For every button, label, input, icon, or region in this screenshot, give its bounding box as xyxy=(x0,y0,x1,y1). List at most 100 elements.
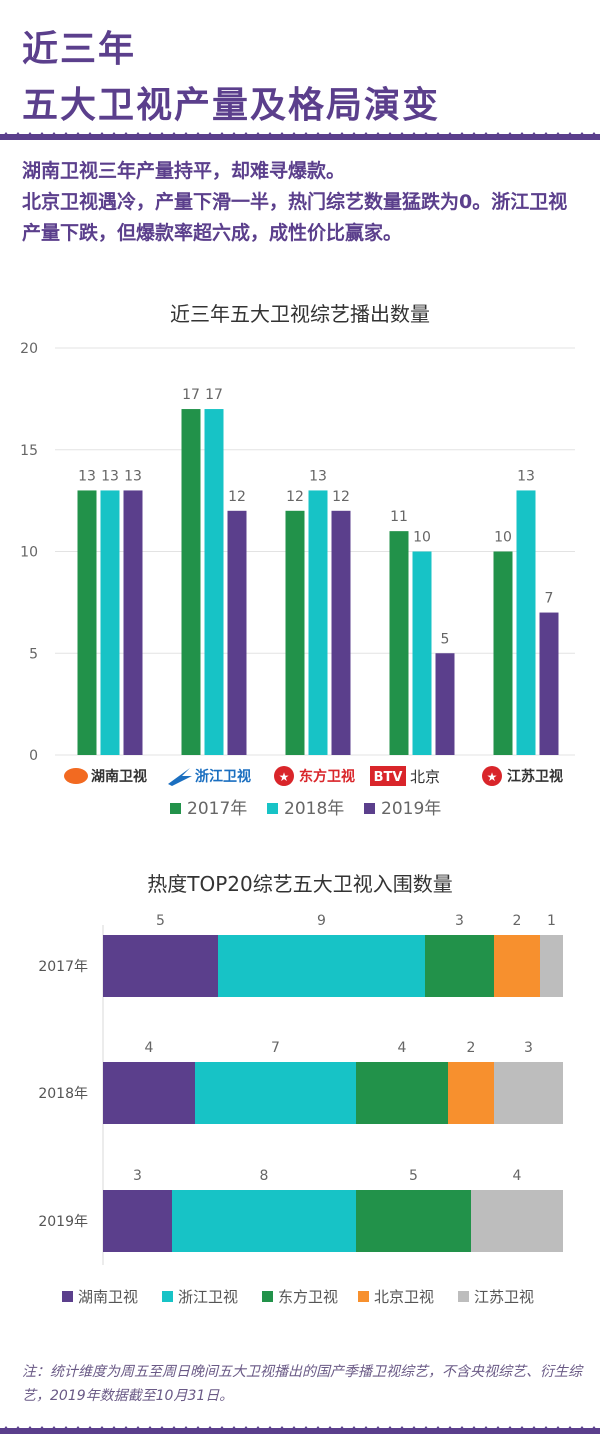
band-notch xyxy=(108,1426,120,1434)
band-notch xyxy=(264,132,276,140)
legend-swatch xyxy=(267,803,278,814)
y-tick-label: 0 xyxy=(29,748,38,764)
star-logo-icon xyxy=(482,766,502,786)
band-notch xyxy=(564,132,576,140)
bar-value-label: 12 xyxy=(286,489,304,505)
band-notch xyxy=(216,132,228,140)
bar-value-label: 7 xyxy=(545,591,554,607)
stacked-bar-segment xyxy=(471,1190,563,1252)
band-notch xyxy=(168,1426,180,1434)
channel-logo-label: 浙江卫视 xyxy=(195,768,251,785)
band-notch xyxy=(240,1426,252,1434)
band-notch xyxy=(312,1426,324,1434)
band-notch xyxy=(192,1426,204,1434)
stacked-bar-segment xyxy=(356,1190,471,1252)
band-notch xyxy=(0,132,12,140)
band-notch xyxy=(72,132,84,140)
band-notch xyxy=(36,132,48,140)
bar-value-label: 13 xyxy=(101,468,119,484)
bar-value-label: 13 xyxy=(78,468,96,484)
stacked-bar-segment xyxy=(103,935,218,997)
page-title-line1: 近三年 xyxy=(22,29,137,70)
segment-value-label: 2 xyxy=(467,1040,476,1056)
bar xyxy=(77,490,97,755)
chart1-title: 近三年五大卫视综艺播出数量 xyxy=(170,302,430,326)
segment-value-label: 1 xyxy=(547,913,556,929)
band-notch xyxy=(24,1426,36,1434)
segment-value-label: 5 xyxy=(156,913,165,929)
band-notch xyxy=(96,1426,108,1434)
band-notch xyxy=(492,1426,504,1434)
legend-label: 2019年 xyxy=(381,799,441,819)
band-notch xyxy=(504,132,516,140)
band-notch xyxy=(84,1426,96,1434)
bar xyxy=(308,490,328,755)
bar-value-label: 12 xyxy=(332,489,350,505)
band-notch xyxy=(384,1426,396,1434)
band-notch xyxy=(408,132,420,140)
band-notch xyxy=(456,1426,468,1434)
band-notch xyxy=(156,1426,168,1434)
band-notch xyxy=(492,132,504,140)
band-notch xyxy=(552,1426,564,1434)
band-notch xyxy=(168,132,180,140)
channel-logo-label: 东方卫视 xyxy=(299,768,355,785)
band-notch xyxy=(444,1426,456,1434)
band-notch xyxy=(264,1426,276,1434)
stacked-bar-segment xyxy=(172,1190,356,1252)
y-category-label: 2017年 xyxy=(38,959,88,975)
stacked-bar-segment xyxy=(448,1062,494,1124)
band-notch xyxy=(204,1426,216,1434)
band-notch xyxy=(384,132,396,140)
legend-swatch xyxy=(62,1291,73,1302)
band-notch xyxy=(240,132,252,140)
band-notch xyxy=(132,1426,144,1434)
btv-logo-text: BTV xyxy=(374,770,403,785)
bar-value-label: 17 xyxy=(182,387,200,403)
band-notch xyxy=(12,1426,24,1434)
segment-value-label: 7 xyxy=(271,1040,280,1056)
bar xyxy=(516,490,536,755)
bar xyxy=(123,490,143,755)
chart2-stacked-bars: 2017年 5 9 3 2 1 2018年 4 7 4 2 3 2019年 3 8 5 4 湖南卫视 浙江卫视 东方卫… xyxy=(38,913,563,1306)
star-logo-icon xyxy=(274,766,294,786)
band-notch xyxy=(48,132,60,140)
stacked-bar-segment xyxy=(103,1062,195,1124)
band-notch xyxy=(108,132,120,140)
band-notch xyxy=(36,1426,48,1434)
legend-swatch xyxy=(364,803,375,814)
stacked-bar-segment xyxy=(494,935,540,997)
intro-text: 湖南卫视三年产量持平，却难寻爆款。 北京卫视遇冷，产量下滑一半，热门综艺数量猛跌… xyxy=(22,156,582,249)
band-notch xyxy=(456,132,468,140)
band-notch xyxy=(576,132,588,140)
stacked-bar-segment xyxy=(356,1062,448,1124)
legend-label: 2017年 xyxy=(187,799,247,819)
band-notch xyxy=(12,132,24,140)
chart1-bars: 0 5 10 15 20 13 13 13 17 17 12 12 13 12 11 10 5 10 13 7 湖南卫视… xyxy=(20,341,575,819)
band-notch xyxy=(552,132,564,140)
stacked-bar-segment xyxy=(195,1062,356,1124)
bar-value-label: 12 xyxy=(228,489,246,505)
band-notch xyxy=(372,1426,384,1434)
stacked-bar-segment xyxy=(103,1190,172,1252)
band-notch xyxy=(372,132,384,140)
bar xyxy=(539,612,559,755)
band-notch xyxy=(396,132,408,140)
segment-value-label: 4 xyxy=(398,1040,407,1056)
bar-value-label: 13 xyxy=(517,468,535,484)
bar xyxy=(227,510,247,755)
band-notch xyxy=(444,132,456,140)
band-notch xyxy=(396,1426,408,1434)
band-notch xyxy=(468,1426,480,1434)
band-notch xyxy=(540,132,552,140)
bar xyxy=(435,653,455,755)
band-notch xyxy=(252,1426,264,1434)
band-notch xyxy=(288,1426,300,1434)
y-category-label: 2019年 xyxy=(38,1214,88,1230)
band-notch xyxy=(144,1426,156,1434)
hunan-logo-icon xyxy=(64,768,88,784)
bar xyxy=(181,409,201,755)
legend-label: 北京卫视 xyxy=(374,1288,434,1306)
band-notch xyxy=(72,1426,84,1434)
band-notch xyxy=(192,132,204,140)
